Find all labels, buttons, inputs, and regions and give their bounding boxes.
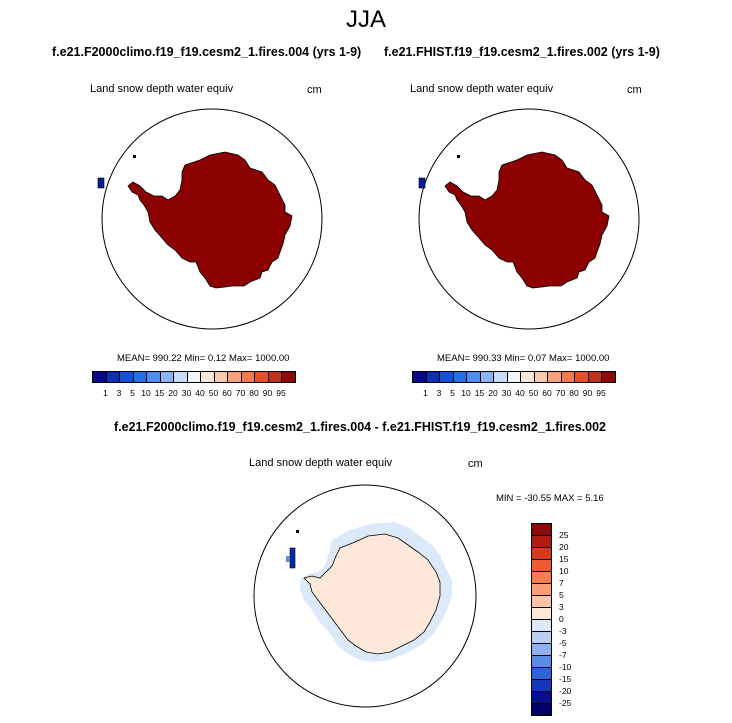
diff-colorbar-tick-label: 0 bbox=[559, 614, 564, 624]
colorbar-2-tick-label: 10 bbox=[461, 388, 471, 398]
diff-units: cm bbox=[468, 458, 483, 470]
colorbar-2-tick-label: 70 bbox=[555, 388, 566, 398]
panel-1-colorbar-labels: 1 3 5 10 15 20 30 40 50 60 70 80 90 95 bbox=[92, 388, 312, 400]
colorbar-1-tick-label: 10 bbox=[141, 388, 151, 398]
colorbar-2-tick-label: 3 bbox=[436, 388, 442, 398]
colorbar-1-swatch bbox=[281, 371, 296, 383]
colorbar-1-tick-label: 5 bbox=[130, 388, 135, 398]
colorbar-2-tick-label: 20 bbox=[488, 388, 498, 398]
diff-stats: MIN = -30.55 MAX = 5.16 bbox=[496, 493, 604, 504]
colorbar-1-tick-label: 50 bbox=[208, 388, 219, 398]
colorbar-2-tick-label: 60 bbox=[542, 388, 552, 398]
diff-colorbar-tick-label: 3 bbox=[559, 602, 564, 612]
diff-colorbar-tick-label: 15 bbox=[559, 554, 569, 564]
panel-2-variable-label: Land snow depth water equiv bbox=[410, 83, 554, 95]
colorbar-1-tick-label: 95 bbox=[276, 388, 286, 398]
colorbar-2-tick-label: 95 bbox=[596, 388, 606, 398]
panel-2-units: cm bbox=[627, 84, 642, 96]
panel-2-colorbar-labels: 1 3 5 10 15 20 30 40 50 60 70 80 90 95 bbox=[412, 388, 632, 400]
colorbar-1-tick-label: 3 bbox=[116, 388, 122, 398]
panel-1-stats: MEAN= 990.22 Min= 0.12 Max= 1000.00 bbox=[117, 353, 290, 364]
diff-colorbar-swatch bbox=[531, 703, 552, 716]
diff-colorbar-tick-label: -15 bbox=[559, 674, 572, 684]
diff-colorbar-tick-label: 20 bbox=[559, 542, 569, 552]
diff-case-title: f.e21.F2000climo.f19_f19.cesm2_1.fires.0… bbox=[114, 420, 606, 434]
panel-1-colorbar bbox=[92, 371, 296, 383]
panel-2-stats: MEAN= 990.33 Min= 0.07 Max= 1000.00 bbox=[437, 353, 610, 364]
colorbar-1-tick-label: 15 bbox=[154, 388, 165, 398]
colorbar-2-tick-label: 5 bbox=[450, 388, 455, 398]
colorbar-2-tick-label: 15 bbox=[474, 388, 485, 398]
colorbar-1-tick-label: 80 bbox=[249, 388, 259, 398]
diff-colorbar-tick-label: -10 bbox=[559, 662, 572, 672]
panel-2-antarctica bbox=[444, 151, 610, 289]
diff-variable-label: Land snow depth water equiv bbox=[249, 457, 393, 469]
colorbar-1-tick-label: 40 bbox=[195, 388, 205, 398]
colorbar-1-tick-label: 1 bbox=[103, 388, 108, 398]
panel-1-case-title: f.e21.F2000climo.f19_f19.cesm2_1.fires.0… bbox=[52, 45, 362, 59]
colorbar-1-tick-label: 60 bbox=[222, 388, 232, 398]
diff-colorbar-tick-label: -25 bbox=[559, 698, 572, 708]
diff-colorbar-tick-label: 25 bbox=[559, 530, 569, 540]
panel-1-variable-label: Land snow depth water equiv bbox=[90, 83, 234, 95]
diff-antarctica-interior bbox=[303, 533, 441, 655]
diff-colorbar bbox=[531, 523, 552, 716]
colorbar-2-tick-label: 40 bbox=[515, 388, 525, 398]
colorbar-1-tick-label: 90 bbox=[262, 388, 273, 398]
figure-title: JJA bbox=[345, 6, 386, 33]
diff-colorbar-tick-label: 7 bbox=[559, 578, 564, 588]
colorbar-1-tick-label: 70 bbox=[235, 388, 246, 398]
panel-2-patagonia bbox=[418, 177, 426, 189]
colorbar-2-tick-label: 80 bbox=[569, 388, 579, 398]
diff-colorbar-tick-label: -20 bbox=[559, 686, 572, 696]
colorbar-2-swatch bbox=[601, 371, 616, 383]
colorbar-2-tick-label: 90 bbox=[582, 388, 593, 398]
colorbar-2-tick-label: 30 bbox=[501, 388, 512, 398]
diff-colorbar-tick-label: 10 bbox=[559, 566, 569, 576]
colorbar-2-tick-label: 50 bbox=[528, 388, 539, 398]
panel-2-case-title: f.e21.FHIST.f19_f19.cesm2_1.fires.002 (y… bbox=[384, 45, 660, 59]
panel-2-colorbar bbox=[412, 371, 616, 383]
diff-colorbar-tick-label: -3 bbox=[559, 626, 567, 636]
panel-1-antarctica bbox=[127, 151, 293, 289]
colorbar-1-tick-label: 30 bbox=[181, 388, 192, 398]
panel-1-units: cm bbox=[307, 84, 322, 96]
diff-colorbar-tick-label: 5 bbox=[559, 590, 564, 600]
colorbar-2-tick-label: 1 bbox=[423, 388, 428, 398]
diff-colorbar-tick-label: -7 bbox=[559, 650, 567, 660]
colorbar-1-tick-label: 20 bbox=[168, 388, 178, 398]
panel-1-patagonia bbox=[97, 177, 105, 189]
diff-patagonia bbox=[289, 547, 296, 569]
diff-colorbar-tick-label: -5 bbox=[559, 638, 567, 648]
diff-colorbar-labels: 25 20 15 10 7 5 3 0 -3 -5 -7 -10 -15 -20 -25 bbox=[531, 523, 591, 723]
